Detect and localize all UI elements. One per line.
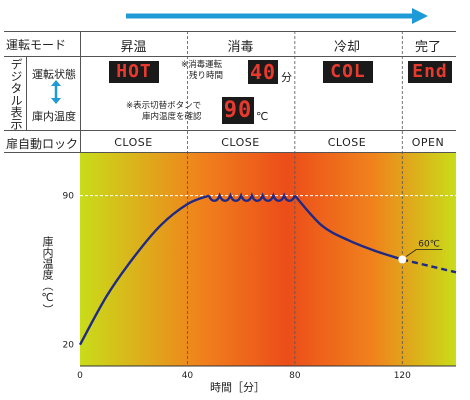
status-label: 運転状態 — [32, 68, 76, 81]
marker-annotation: 60℃ — [418, 240, 440, 250]
chart-background — [80, 153, 456, 366]
x-axis-label: 時間［分］ — [210, 381, 265, 394]
lock-divider — [4, 152, 456, 153]
lock-state-disinfect: CLOSE — [221, 136, 260, 149]
switch-note-2: 庫内温度を確認 — [142, 112, 202, 122]
x-tick-label: 80 — [289, 371, 301, 381]
marker-60 — [398, 255, 407, 264]
lock-state-heating: CLOSE — [114, 136, 153, 149]
door-lock-label: 扉自動ロック — [6, 137, 79, 151]
display-complete: End — [408, 61, 452, 83]
mode-label: 運転モード — [6, 38, 67, 52]
digital-divider — [4, 130, 456, 131]
display-remaining: 40 — [248, 60, 278, 84]
label-column-divider — [80, 31, 81, 152]
lock-state-complete: OPEN — [411, 136, 445, 149]
remaining-note-1: ※消毒運転 — [181, 60, 223, 70]
phase-complete: 完了 — [414, 40, 441, 55]
lock-state-cooling: CLOSE — [327, 136, 367, 149]
header-divider — [4, 56, 456, 57]
table-top-border — [4, 31, 456, 32]
x-tick-label: 40 — [182, 371, 194, 381]
display-temperature: 90 — [222, 97, 254, 124]
digital-label-divider — [26, 56, 27, 130]
temperature-curve-disinfect — [207, 192, 296, 203]
y-axis-label: 庫内温度（℃） — [41, 236, 54, 315]
phase-heating: 昇温 — [120, 40, 147, 55]
remaining-unit: 分 — [281, 71, 292, 84]
y-tick-label: 90 — [63, 192, 75, 202]
temperature-curve-cooling — [293, 194, 403, 261]
phase-disinfect: 消毒 — [227, 40, 254, 55]
remaining-note-2: 残り時間 — [189, 71, 224, 81]
phase-cooling: 冷却 — [333, 40, 360, 55]
temp-label: 庫内温度 — [32, 110, 76, 123]
temperature-curve-heating — [78, 194, 210, 346]
progress-arrow — [126, 8, 428, 24]
temperature-unit: ℃ — [256, 110, 269, 123]
y-tick-label: 20 — [63, 341, 75, 351]
x-tick-label: 0 — [77, 371, 83, 381]
display-cooling: COL — [323, 61, 373, 83]
marker-leader-line — [406, 249, 417, 257]
switch-note-1: ※表示切替ボタンで — [126, 101, 202, 111]
toggle-arrow-icon — [51, 80, 61, 104]
digital-display-label: デジタル表示 — [9, 58, 23, 130]
display-heating: HOT — [109, 61, 159, 83]
x-tick-label: 120 — [394, 371, 411, 381]
